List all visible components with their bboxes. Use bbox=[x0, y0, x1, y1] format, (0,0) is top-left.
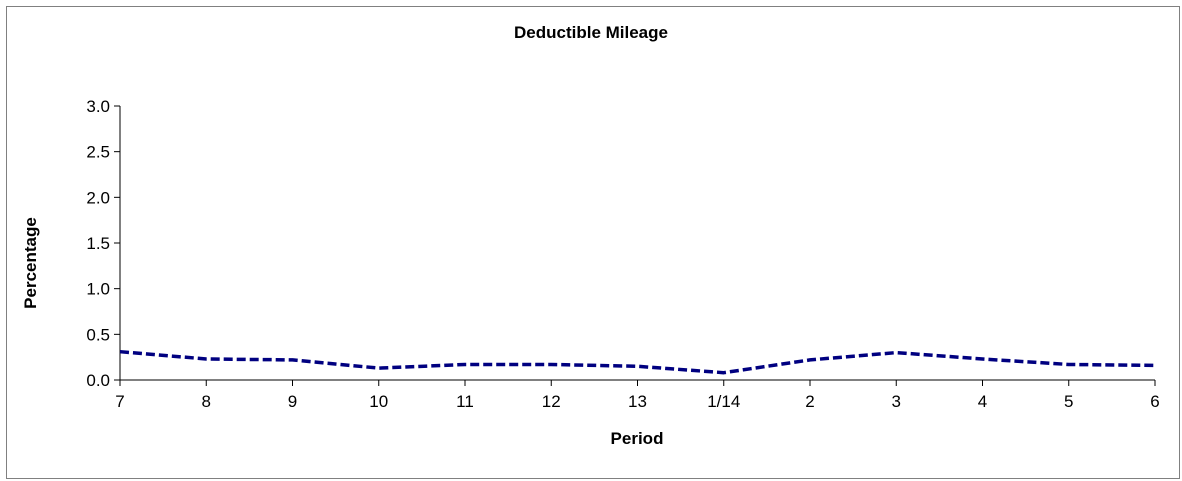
x-axis: 7 8 9 10 11 12 13 1/14 2 3 4 5 6 bbox=[115, 379, 1160, 411]
y-tick-label: 1.5 bbox=[86, 234, 110, 253]
x-tick-label: 13 bbox=[628, 392, 647, 411]
data-point bbox=[636, 364, 640, 368]
x-axis-title: Period bbox=[611, 429, 664, 448]
chart-area bbox=[6, 6, 1180, 479]
x-tick-label: 2 bbox=[805, 392, 814, 411]
x-tick-label: 3 bbox=[892, 392, 901, 411]
x-tick-label: 7 bbox=[115, 392, 124, 411]
y-tick-label: 1.0 bbox=[86, 280, 110, 299]
x-tick-label: 1/14 bbox=[707, 392, 740, 411]
x-tick-label: 6 bbox=[1150, 392, 1159, 411]
x-tick-label: 11 bbox=[456, 392, 474, 411]
x-tick-label: 12 bbox=[542, 392, 561, 411]
chart-title: Deductible Mileage bbox=[514, 23, 668, 42]
data-point bbox=[1153, 363, 1157, 367]
y-tick-label: 2.0 bbox=[86, 188, 110, 207]
y-tick-label: 0.5 bbox=[86, 325, 110, 344]
series-layer bbox=[119, 349, 1157, 375]
x-tick-label: 9 bbox=[288, 392, 297, 411]
y-tick-label: 2.5 bbox=[86, 143, 110, 162]
x-tick-label: 4 bbox=[978, 392, 987, 411]
x-tick-label: 8 bbox=[202, 392, 211, 411]
x-tick-label: 5 bbox=[1064, 392, 1073, 411]
y-tick-label: 0.0 bbox=[86, 371, 110, 390]
x-tick-label: 10 bbox=[369, 392, 388, 411]
y-tick-label: 3.0 bbox=[86, 97, 110, 116]
series-line bbox=[119, 349, 1156, 375]
y-axis: 0.0 0.5 1.0 1.5 2.0 2.5 3.0 bbox=[86, 97, 121, 390]
y-axis-title: Percentage bbox=[21, 217, 40, 309]
